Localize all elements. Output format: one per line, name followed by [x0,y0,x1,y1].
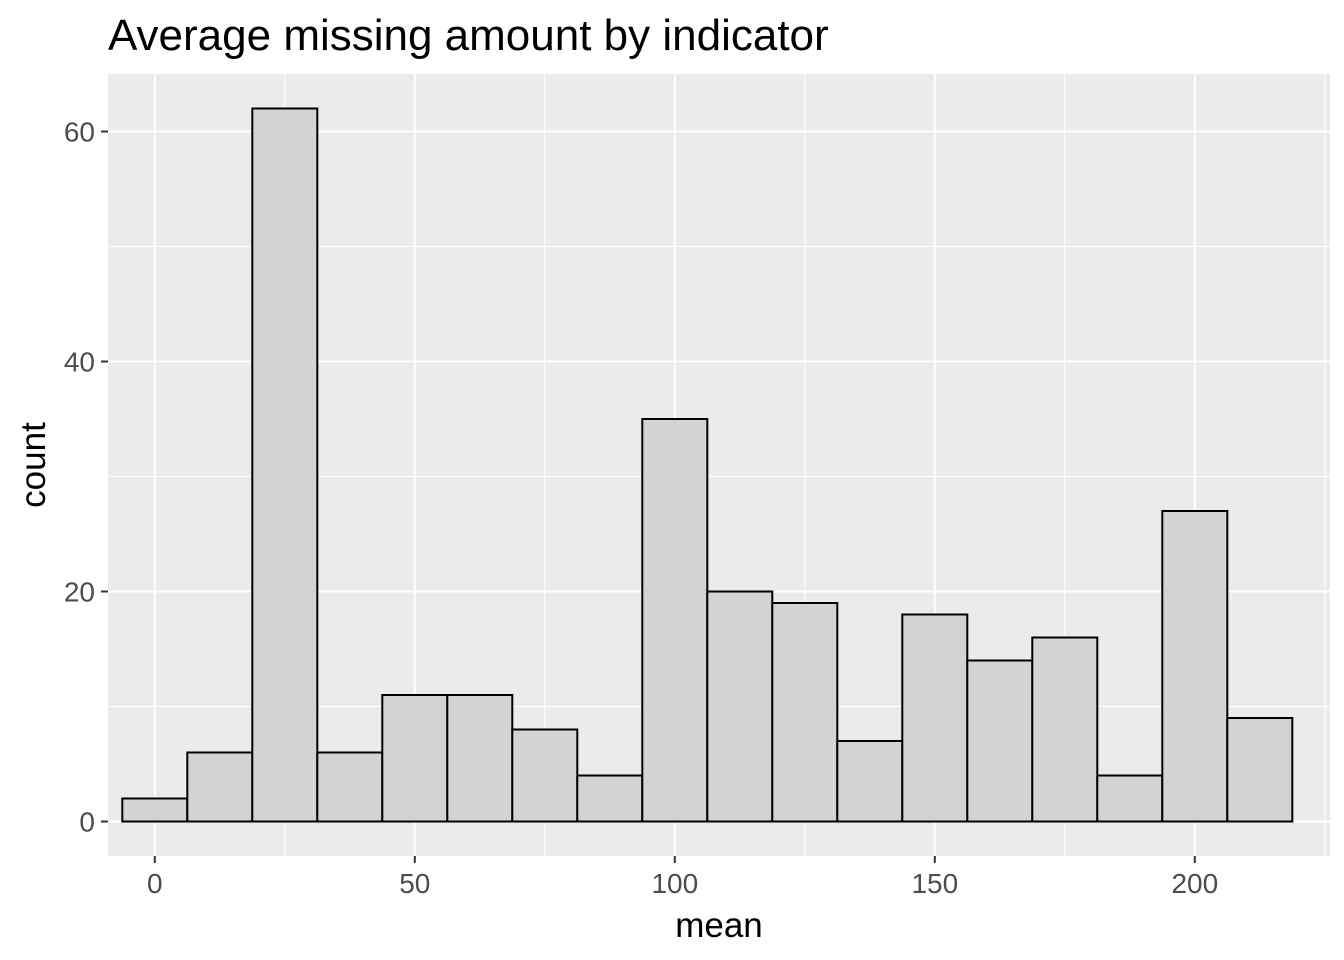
histogram-bar [316,751,384,823]
histogram-bar [1031,636,1099,823]
chart-title: Average missing amount by indicator [108,11,829,60]
x-tick-label: 100 [651,868,698,899]
histogram-bar [1226,717,1294,823]
histogram-bar [381,694,449,823]
x-tick-label: 0 [147,868,163,899]
histogram-bar [641,418,709,823]
x-tick-label: 50 [399,868,430,899]
x-axis-title: mean [675,906,763,945]
histogram-bar [251,107,319,823]
y-tick-label: 20 [64,577,95,608]
histogram-bar [511,728,579,823]
histogram-bar [1096,774,1164,823]
y-tick-label: 0 [79,807,95,838]
y-tick-label: 40 [64,347,95,378]
x-axis-ticks: 0 50 100 150 200 [147,856,1218,899]
histogram-bar [576,774,644,823]
histogram-bar [771,602,839,823]
histogram-bar [121,797,189,823]
x-tick-label: 200 [1171,868,1218,899]
y-axis-title: count [14,422,53,508]
histogram-bar [446,694,514,823]
y-axis-ticks: 0 20 40 60 [64,117,108,838]
histogram-bar [836,740,904,823]
histogram-bar [966,659,1034,823]
histogram-bar [1161,510,1229,823]
histogram-bar [706,590,774,823]
x-tick-label: 150 [911,868,958,899]
histogram-bars [121,107,1294,823]
y-tick-label: 60 [64,117,95,148]
histogram-bar [901,613,969,823]
histogram-bar [186,751,254,823]
